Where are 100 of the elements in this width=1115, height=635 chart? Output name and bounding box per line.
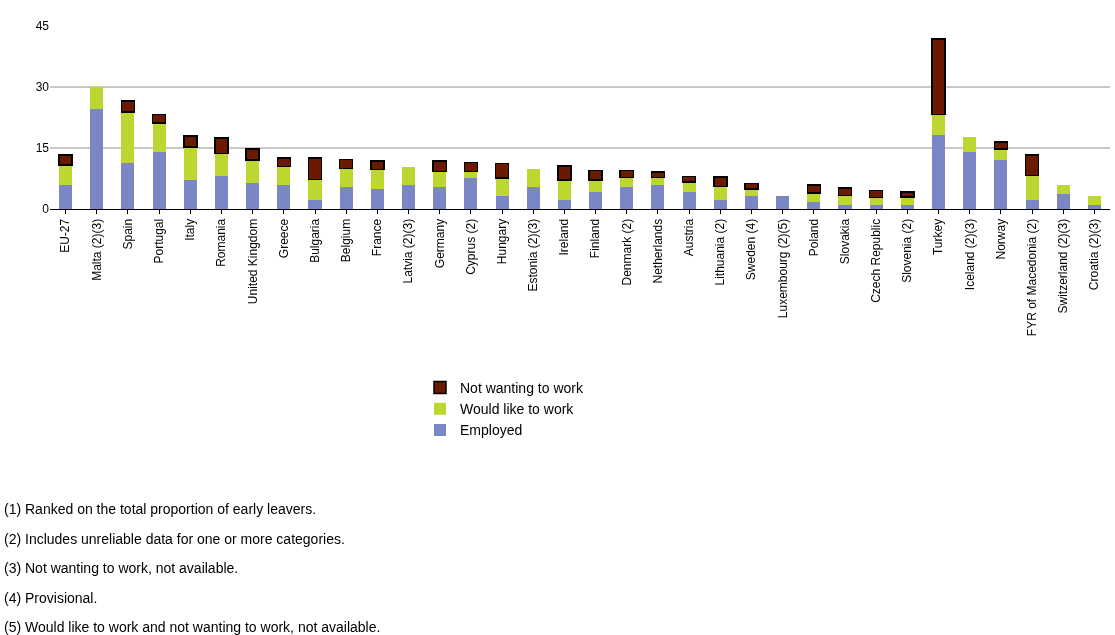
- x-tick-label: Finland: [588, 218, 603, 259]
- bar: [994, 160, 1008, 209]
- bar: [650, 171, 666, 179]
- bar: [90, 87, 104, 109]
- bar: [183, 135, 198, 148]
- x-tick-label: Belgium: [339, 218, 354, 263]
- bar: [994, 149, 1008, 161]
- bar: [245, 148, 260, 161]
- x-tick-label: Italy: [183, 218, 198, 241]
- x-tick-label: United Kingdom: [245, 218, 260, 305]
- y-tick-label: 0: [42, 202, 50, 217]
- bar: [900, 197, 914, 205]
- x-tick-label: Slovakia: [837, 218, 852, 265]
- bar: [589, 180, 603, 192]
- text: (1) Ranked on the total proportion of early leavers.: [4, 501, 317, 517]
- text: (5) Would like to work and not wanting to work, not available.: [4, 619, 381, 635]
- legend-label: Would like to work: [460, 401, 575, 418]
- bar: [651, 177, 665, 186]
- bar: [152, 152, 166, 209]
- bar: [713, 186, 727, 201]
- bar: [59, 165, 73, 186]
- bar: [838, 204, 852, 209]
- text: (2) Includes unreliable data for one or more categories.: [4, 531, 345, 547]
- legend-label: Employed: [460, 422, 523, 439]
- x-tick-label: Bulgaria: [307, 218, 322, 263]
- x-tick-label: Lithuania (2): [713, 218, 728, 286]
- bar: [588, 169, 603, 181]
- bar: [339, 186, 353, 209]
- bar: [1087, 195, 1101, 205]
- x-tick-label: Ireland: [557, 218, 572, 256]
- bar: [59, 185, 73, 209]
- bar: [183, 180, 197, 209]
- bar: [401, 185, 416, 209]
- bar: [432, 160, 447, 173]
- x-tick-label: Norway: [993, 218, 1008, 260]
- bar: [838, 195, 852, 205]
- bar: [869, 197, 883, 205]
- x-tick-label: Poland: [806, 218, 821, 257]
- bar: [682, 182, 696, 192]
- bar: [651, 185, 665, 209]
- bar: [682, 191, 696, 209]
- bar: [806, 184, 822, 194]
- bar: [494, 162, 510, 179]
- bar: [433, 171, 447, 187]
- bar: [495, 178, 509, 196]
- bar: [495, 195, 509, 209]
- x-tick-label: Germany: [432, 218, 447, 269]
- x-tick-label: Cyprus (2): [463, 218, 478, 275]
- bar: [464, 171, 478, 179]
- bar: [307, 157, 323, 181]
- bar: [370, 160, 385, 171]
- bar: [620, 186, 634, 209]
- x-tick-label: Turkey: [931, 218, 946, 256]
- bar: [931, 38, 946, 116]
- bar: [900, 191, 915, 198]
- bar: [526, 169, 540, 187]
- bar: [744, 189, 759, 196]
- text: (4) Provisional.: [4, 590, 98, 606]
- text: (3) Not wanting to work, not available.: [4, 560, 239, 576]
- x-tick-label: Denmark (2): [619, 218, 634, 286]
- bar: [246, 159, 260, 183]
- x-tick-label: Greece: [276, 218, 291, 259]
- bar: [90, 108, 104, 209]
- bar: [183, 147, 197, 181]
- x-tick-label: Estonia (2)(3): [526, 218, 541, 292]
- x-tick-label: Iceland (2)(3): [962, 218, 977, 291]
- x-tick-label: Croatia (2)(3): [1087, 218, 1102, 291]
- bar: [276, 157, 292, 168]
- bar: [463, 161, 479, 173]
- bar: [308, 200, 322, 209]
- bar: [1025, 175, 1039, 201]
- bar: [619, 169, 635, 179]
- bar: [713, 176, 728, 188]
- x-tick-label: Switzerland (2)(3): [1056, 218, 1071, 314]
- y-tick-label: 15: [35, 141, 50, 156]
- bar: [557, 200, 571, 209]
- bar: [557, 165, 572, 181]
- bar: [931, 114, 946, 135]
- x-tick-label: France: [370, 218, 385, 257]
- x-tick-label: Austria: [682, 218, 697, 257]
- bar: [963, 152, 977, 209]
- bar: [464, 178, 478, 209]
- bar: [277, 166, 291, 186]
- bar: [339, 168, 353, 187]
- x-tick-label: EU-27: [58, 218, 73, 253]
- bar: [433, 186, 447, 209]
- bar: [121, 163, 135, 209]
- bar: [246, 182, 260, 209]
- x-tick-label: FYR of Macedonia (2): [1024, 218, 1039, 337]
- bar: [214, 176, 229, 209]
- bar: [401, 166, 416, 186]
- bar: [152, 122, 166, 153]
- y-tick-label: 30: [35, 80, 50, 95]
- x-tick-label: Netherlands: [650, 218, 665, 284]
- bar: [557, 180, 571, 201]
- bar: [713, 200, 727, 209]
- bar: [1056, 193, 1070, 209]
- y-tick-label: 45: [35, 19, 50, 34]
- bar: [837, 187, 853, 197]
- bar: [1024, 154, 1040, 176]
